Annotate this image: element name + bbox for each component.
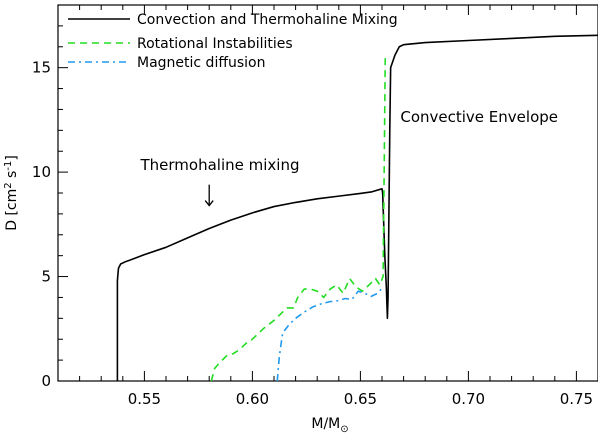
x-ticks: 0.55 0.60 0.65 0.70 0.75 [79,5,598,408]
series-line-0 [116,34,598,381]
legend: Convection and Thermohaline Mixing Rotat… [68,12,398,71]
x-tick-label: 0.60 [236,390,269,408]
series-lines [116,34,598,382]
annotation-thermohaline: Thermohaline mixing [140,156,300,174]
y-tick-label: 0 [41,372,51,390]
x-tick-label: 0.55 [128,390,161,408]
y-tick-label: 5 [41,268,51,286]
x-tick-label: 0.65 [344,390,377,408]
legend-label-magnetic: Magnetic diffusion [137,55,265,71]
annotation-convective-envelope: Convective Envelope [400,108,558,126]
y-tick-label: 15 [32,59,51,77]
annotation-arrow-head [204,200,214,207]
y-ticks: 0 5 10 15 [32,4,68,390]
series-line-2 [276,286,384,382]
legend-label-convection: Convection and Thermohaline Mixing [137,12,398,28]
y-axis-label: D [cm2 s-1] [3,155,20,231]
legend-label-rotational: Rotational Instabilities [137,36,293,52]
x-tick-label: 0.70 [452,390,485,408]
x-axis-label: M/M⊙ [311,416,348,433]
y-tick-label: 10 [32,163,51,181]
series-line-1 [210,57,387,382]
x-tick-label: 0.75 [560,390,593,408]
